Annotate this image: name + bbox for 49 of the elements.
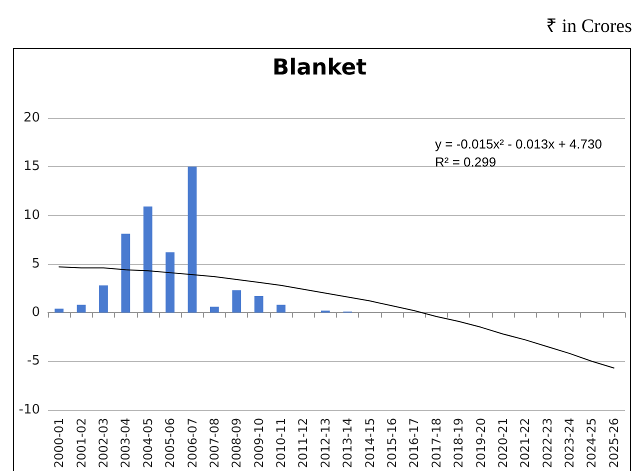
x-tick-label: 2004-05 bbox=[140, 418, 155, 468]
bar bbox=[210, 306, 219, 313]
x-tick-label: 2024-25 bbox=[584, 418, 599, 468]
bar bbox=[188, 166, 197, 313]
x-tick-label: 2005-06 bbox=[163, 418, 178, 468]
y-tick-label: 0 bbox=[32, 305, 40, 320]
bar bbox=[54, 308, 64, 313]
x-tick-label: 2012-13 bbox=[318, 418, 332, 468]
text: ₹ in Crores bbox=[546, 16, 632, 37]
y-tick-label: 10 bbox=[23, 208, 40, 223]
y-tick-label: 15 bbox=[23, 159, 40, 174]
bar bbox=[143, 206, 152, 313]
x-tick-label: 2002-03 bbox=[96, 418, 110, 468]
x-tick-label: 2003-04 bbox=[118, 418, 133, 468]
x-tick-label: 2023-24 bbox=[562, 418, 577, 468]
chart-title: Blanket bbox=[272, 56, 368, 80]
y-tick-label: 5 bbox=[32, 256, 40, 272]
x-tick-label: 2025-26 bbox=[606, 418, 621, 468]
x-tick-label: 2018-19 bbox=[452, 418, 466, 468]
x-tick-label: 2014-15 bbox=[362, 418, 377, 468]
x-tick-label: 2010-11 bbox=[274, 418, 288, 468]
x-tick-label: 2015-16 bbox=[384, 418, 399, 468]
x-tick-label: 2017-18 bbox=[429, 418, 444, 468]
x-tick-label: 2021-22 bbox=[518, 418, 532, 468]
annotation: y = -0.015x² - 0.013x + 4.730 bbox=[435, 136, 602, 152]
bar bbox=[121, 234, 130, 313]
x-tick-label: 2000-01 bbox=[52, 418, 66, 468]
bar bbox=[232, 290, 242, 313]
x-tick-label: 2011-12 bbox=[296, 418, 310, 468]
line-series bbox=[58, 266, 614, 369]
y-tick-label: -5 bbox=[27, 354, 40, 369]
bar bbox=[254, 296, 264, 313]
x-tick-label: 2008-09 bbox=[230, 418, 244, 468]
annotation: R² = 0.299 bbox=[435, 154, 496, 170]
x-tick-label: 2016-17 bbox=[407, 418, 422, 468]
bar bbox=[99, 285, 108, 313]
x-tick-label: 2019-20 bbox=[474, 418, 488, 468]
x-tick-label: 2009-10 bbox=[252, 418, 266, 468]
x-tick-label: 2020-21 bbox=[496, 418, 510, 468]
y-tick-label: -10 bbox=[18, 402, 40, 418]
x-tick-label: 2022-23 bbox=[540, 418, 554, 468]
x-tick-label: 2006-07 bbox=[185, 418, 200, 468]
x-tick-label: 2013-14 bbox=[340, 418, 355, 468]
y-tick-label: 20 bbox=[23, 110, 40, 126]
bar bbox=[276, 304, 286, 313]
bar bbox=[76, 304, 86, 313]
x-tick-label: 2001-02 bbox=[74, 418, 88, 468]
bar bbox=[166, 252, 174, 313]
x-tick-label: 2007-08 bbox=[207, 418, 222, 468]
